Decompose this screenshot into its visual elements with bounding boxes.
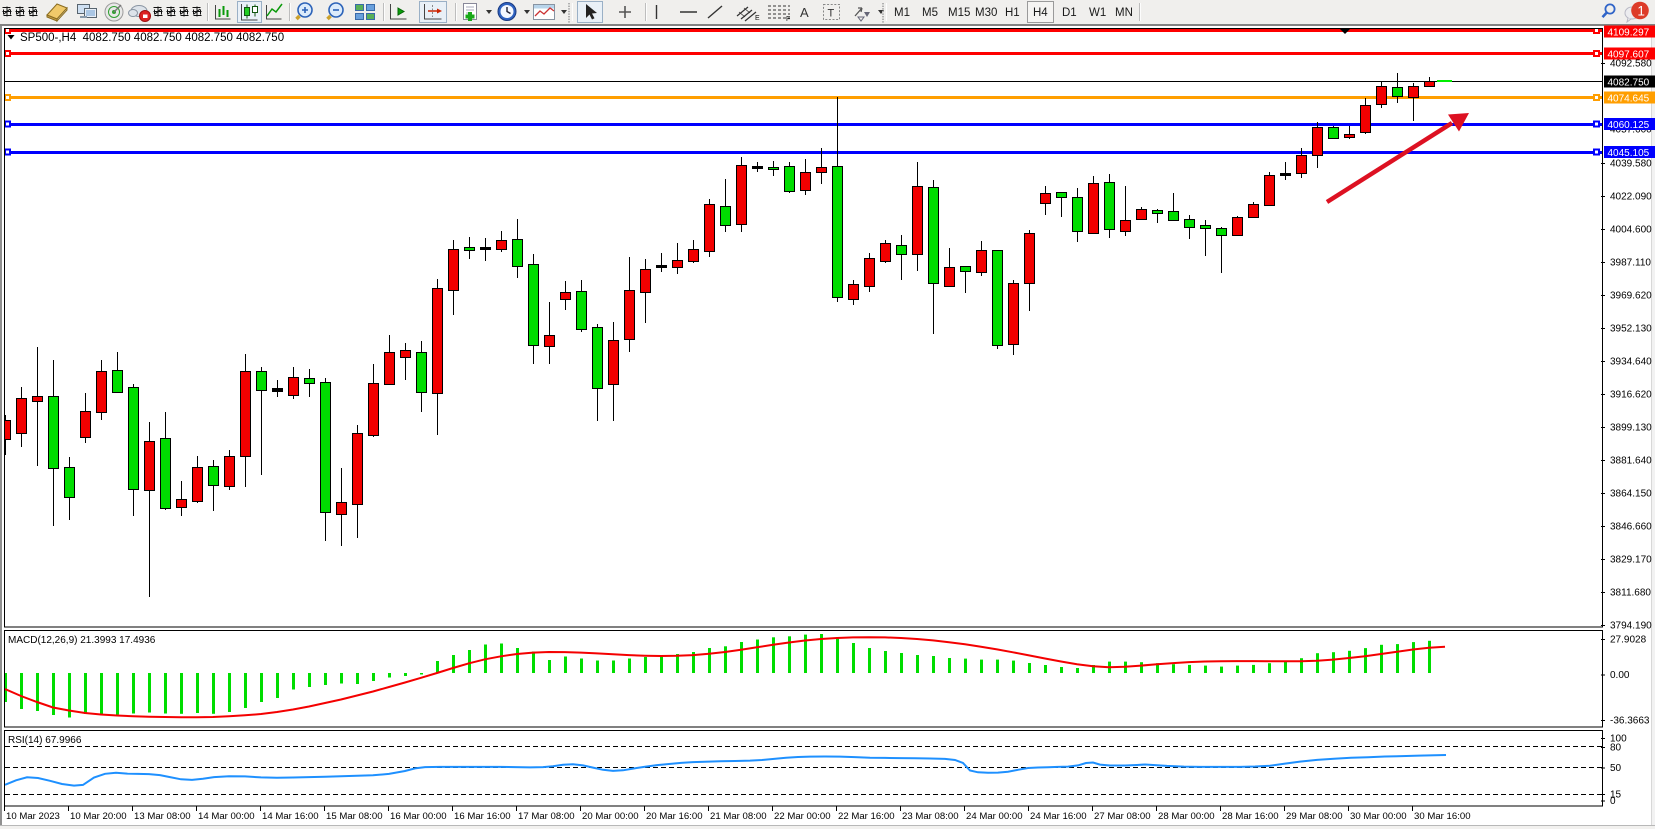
svg-text:F: F [786,16,790,23]
svg-text:SP500-,H4 4082.750 4082.750 4: SP500-,H4 4082.750 4082.750 4082.750 408… [20,32,284,44]
svg-text:3987.110: 3987.110 [1610,258,1651,269]
svg-text:3829.170: 3829.170 [1610,555,1652,566]
svg-text:16 Mar 16:00: 16 Mar 16:00 [454,811,511,822]
svg-text:4097.607: 4097.607 [1608,49,1650,60]
svg-text:10 Mar 2023: 10 Mar 2023 [6,811,60,822]
svg-text:RSI(14) 67.9966: RSI(14) 67.9966 [8,735,82,746]
svg-text:W1: W1 [1089,7,1106,19]
svg-text:0.00: 0.00 [1610,670,1630,681]
svg-text:4060.125: 4060.125 [1608,120,1650,131]
svg-text:4022.090: 4022.090 [1610,192,1652,203]
svg-text:M5: M5 [922,7,938,19]
svg-text:M15: M15 [948,7,970,19]
svg-text:14 Mar 00:00: 14 Mar 00:00 [198,811,255,822]
svg-text:E: E [755,15,760,22]
svg-text:17 Mar 08:00: 17 Mar 08:00 [518,811,575,822]
svg-text:28 Mar 00:00: 28 Mar 00:00 [1158,811,1215,822]
svg-text:28 Mar 16:00: 28 Mar 16:00 [1222,811,1279,822]
svg-text:D1: D1 [1062,7,1077,19]
svg-text:27.9028: 27.9028 [1610,635,1647,646]
svg-text:MN: MN [1115,7,1133,19]
svg-text:24 Mar 16:00: 24 Mar 16:00 [1030,811,1087,822]
svg-text:22 Mar 16:00: 22 Mar 16:00 [838,811,895,822]
svg-text:4109.297: 4109.297 [1608,27,1650,38]
svg-text:16 Mar 00:00: 16 Mar 00:00 [390,811,447,822]
svg-text:3916.620: 3916.620 [1610,390,1652,401]
svg-text:4082.750: 4082.750 [1608,77,1650,88]
svg-text:4045.105: 4045.105 [1608,148,1650,159]
svg-text:T: T [828,8,835,20]
svg-text:10 Mar 20:00: 10 Mar 20:00 [70,811,127,822]
svg-text:3846.660: 3846.660 [1610,522,1652,533]
svg-text:24 Mar 00:00: 24 Mar 00:00 [966,811,1023,822]
svg-text:3811.680: 3811.680 [1610,588,1651,599]
svg-text:4092.580: 4092.580 [1610,59,1652,70]
svg-text:22 Mar 00:00: 22 Mar 00:00 [774,811,831,822]
svg-text:-36.3663: -36.3663 [1610,716,1650,727]
svg-text:30 Mar 16:00: 30 Mar 16:00 [1414,811,1471,822]
svg-text:15: 15 [1610,790,1622,801]
svg-text:23 Mar 08:00: 23 Mar 08:00 [902,811,959,822]
svg-text:1: 1 [1637,3,1645,18]
svg-text:100: 100 [1610,734,1627,745]
svg-text:3881.640: 3881.640 [1610,456,1652,467]
svg-text:M1: M1 [894,7,910,19]
svg-text:29 Mar 08:00: 29 Mar 08:00 [1286,811,1343,822]
svg-text:4004.600: 4004.600 [1610,225,1652,236]
svg-text:13 Mar 08:00: 13 Mar 08:00 [134,811,191,822]
svg-text:H4: H4 [1033,7,1048,19]
svg-text:30 Mar 00:00: 30 Mar 00:00 [1350,811,1407,822]
svg-text:3952.130: 3952.130 [1610,324,1652,335]
svg-text:80: 80 [1610,743,1622,754]
svg-text:0: 0 [1610,796,1616,807]
svg-text:4039.580: 4039.580 [1610,159,1652,170]
svg-text:14 Mar 16:00: 14 Mar 16:00 [262,811,319,822]
svg-text:A: A [800,5,809,20]
svg-text:4074.645: 4074.645 [1608,93,1650,104]
svg-text:H1: H1 [1005,7,1020,19]
svg-text:3794.190: 3794.190 [1610,621,1652,632]
svg-text:M30: M30 [975,7,997,19]
svg-text:3934.640: 3934.640 [1610,357,1652,368]
svg-text:3899.130: 3899.130 [1610,423,1652,434]
svg-text:50: 50 [1610,763,1622,774]
svg-text:3864.150: 3864.150 [1610,489,1652,500]
svg-text:15 Mar 08:00: 15 Mar 08:00 [326,811,383,822]
svg-text:27 Mar 08:00: 27 Mar 08:00 [1094,811,1151,822]
svg-text:3969.620: 3969.620 [1610,291,1652,302]
svg-text:MACD(12,26,9) 21.3993 17.4936: MACD(12,26,9) 21.3993 17.4936 [8,635,156,646]
svg-text:21 Mar 08:00: 21 Mar 08:00 [710,811,767,822]
svg-text:20 Mar 16:00: 20 Mar 16:00 [646,811,703,822]
svg-text:20 Mar 00:00: 20 Mar 00:00 [582,811,639,822]
